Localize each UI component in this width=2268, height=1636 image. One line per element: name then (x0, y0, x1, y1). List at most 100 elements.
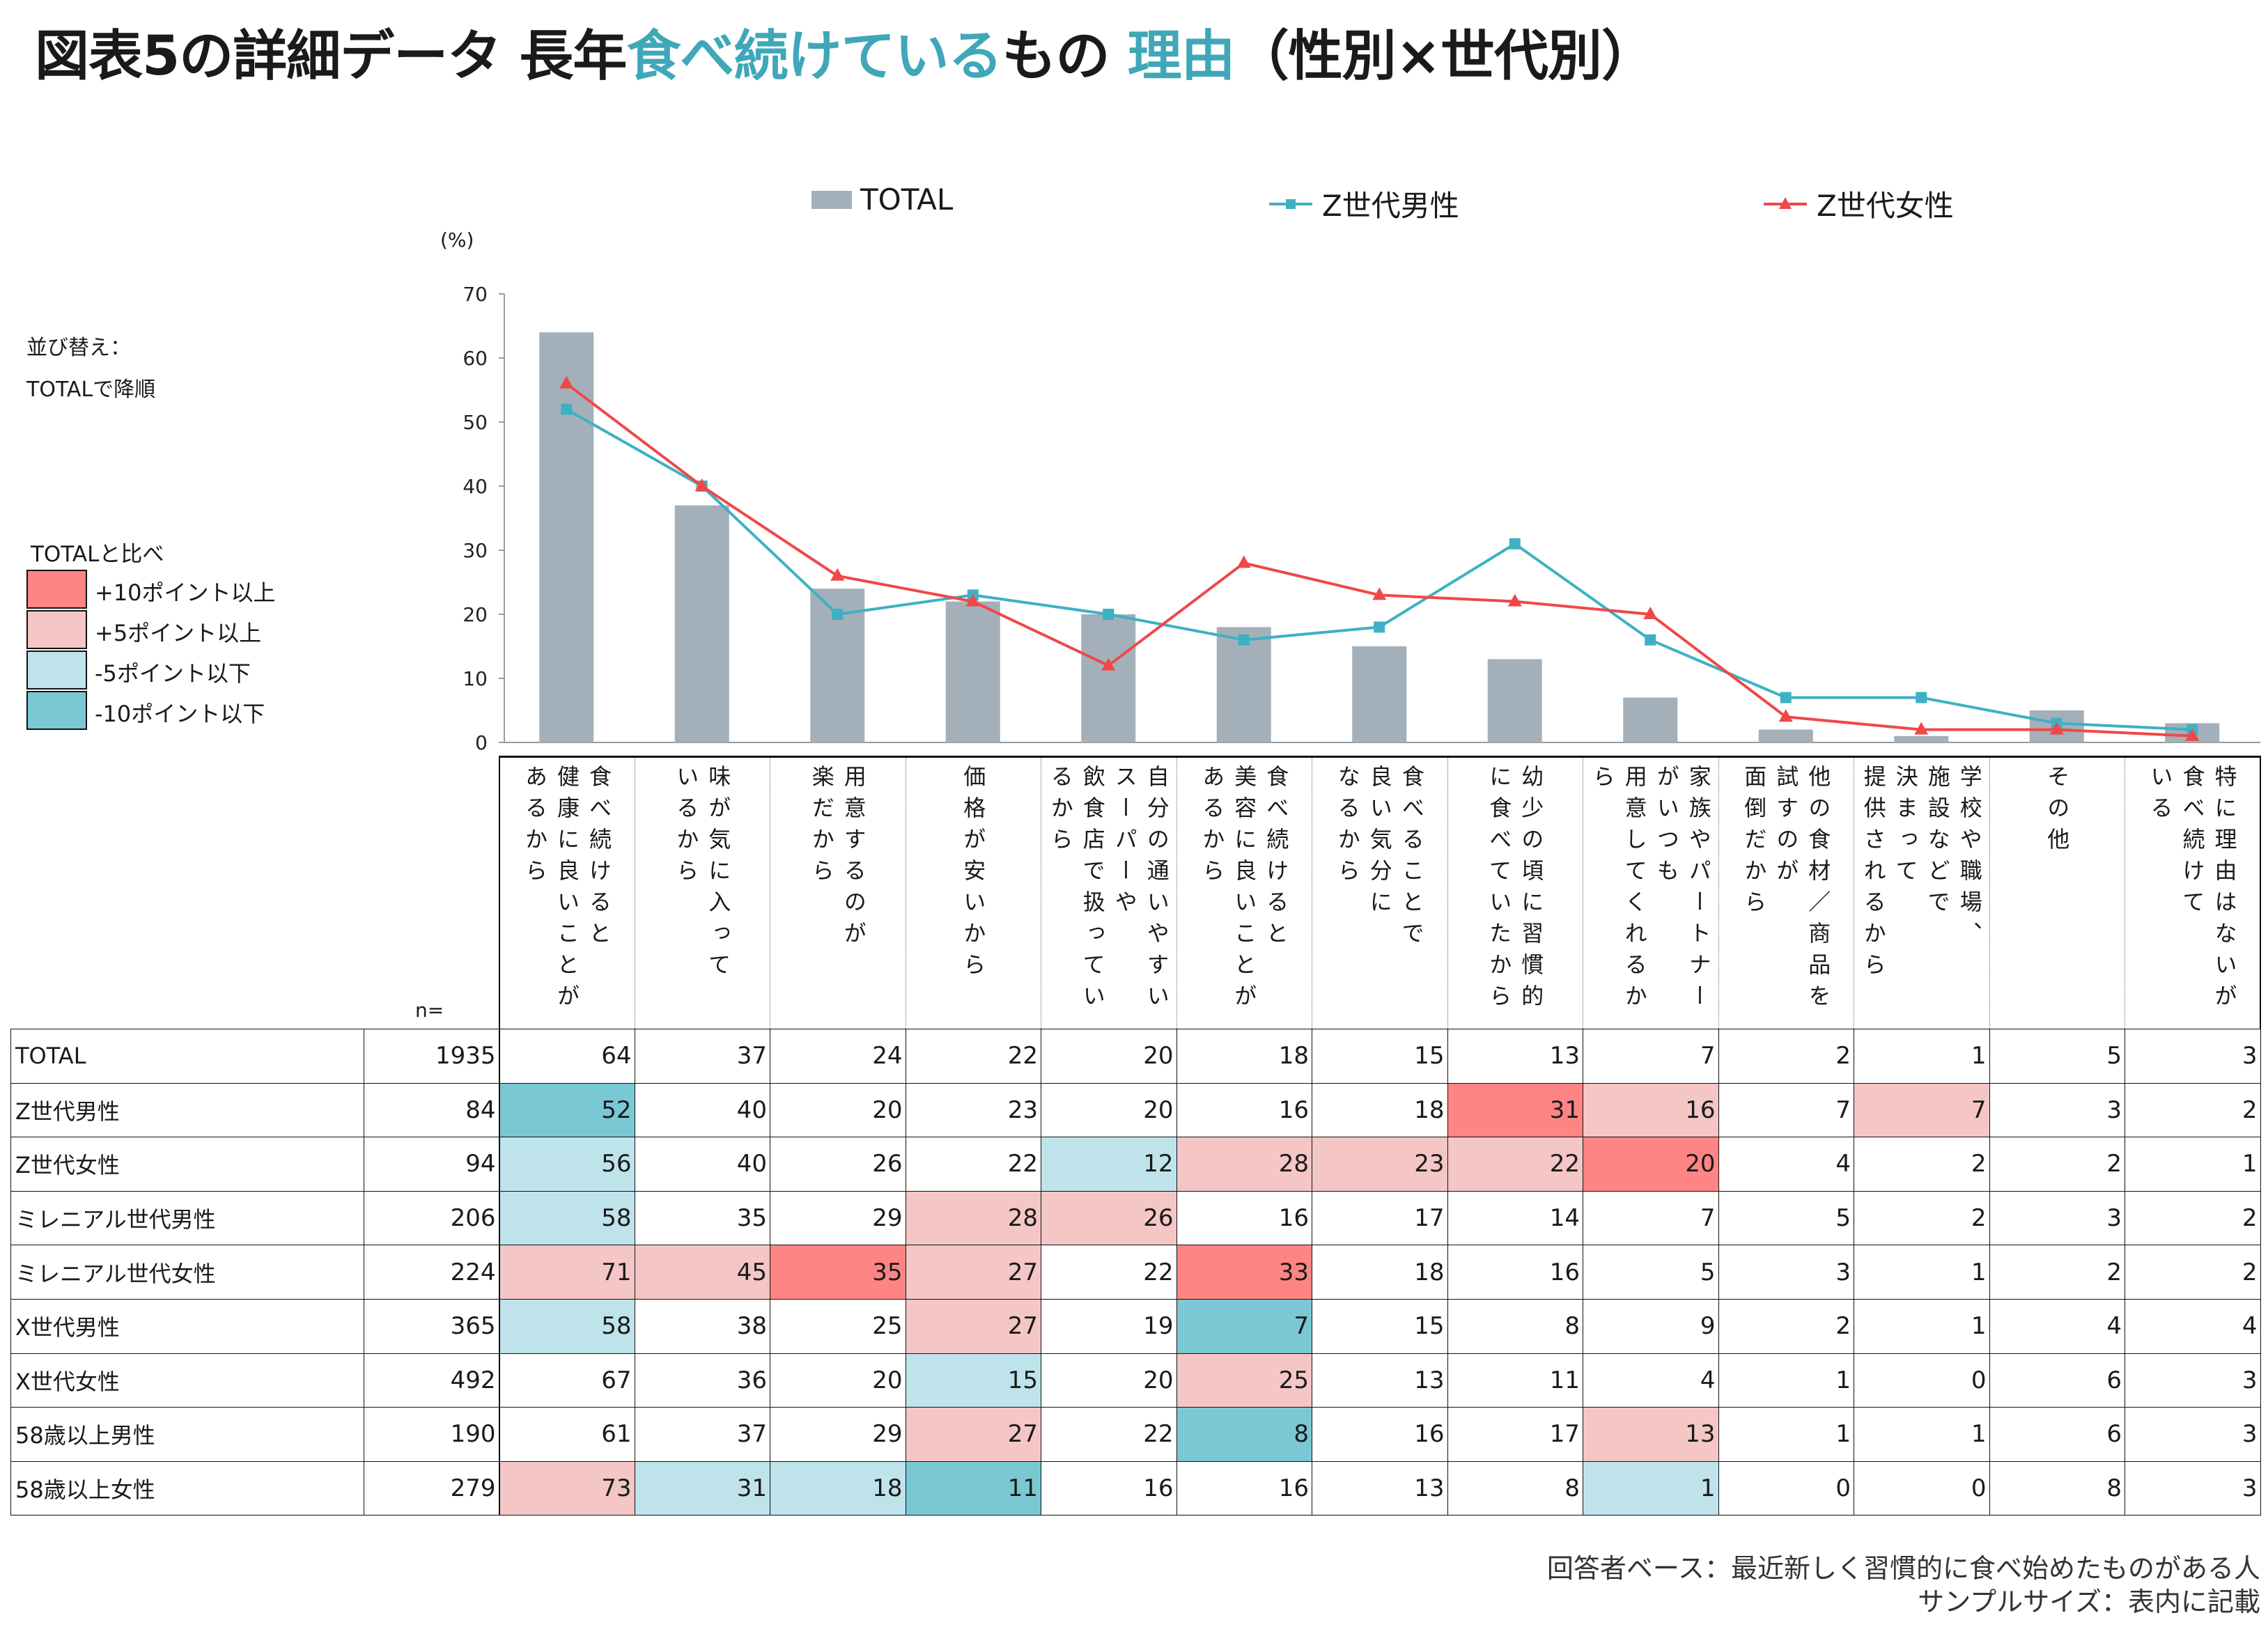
header-blank (11, 757, 364, 1029)
table-cell: 22 (1041, 1245, 1177, 1300)
table-cell: 3 (1718, 1245, 1854, 1300)
table-cell: 16 (1583, 1082, 1719, 1138)
table-cell: 16 (1176, 1460, 1312, 1516)
table-row: X世代男性 365 58 38 25 27 19 7 15 8 9 2 1 4 4 (10, 1298, 2261, 1354)
table-cell: 6 (1989, 1407, 2125, 1462)
table-cell: 13 (1447, 1029, 1583, 1084)
table-cell: 18 (1312, 1245, 1448, 1300)
title-highlight: 理由 (1127, 25, 1236, 88)
sort-note-line: 並び替え： (26, 336, 131, 360)
point-z-male (1916, 692, 1927, 703)
legend-total: TOTAL (811, 182, 953, 217)
legend-z-female: Z世代女性 (1762, 182, 1954, 225)
column-header-label: 学校や職場、 施設などで 決まって 提供されるから (1860, 765, 1983, 984)
table-cell: 8 (1447, 1460, 1583, 1516)
table-cell: 73 (499, 1460, 635, 1516)
column-header-label: 他の食材／商品を 試すのが 面倒だから (1741, 765, 1832, 1015)
table-cell: 0 (1718, 1460, 1854, 1516)
legend-swatch-label: +5ポイント以上 (95, 620, 262, 646)
column-header-label: 用意するのが 楽だから (808, 765, 867, 953)
table-cell: 31 (1447, 1082, 1583, 1138)
table-cell: 13 (1312, 1460, 1448, 1516)
line-square-marker-icon (1269, 198, 1312, 209)
sample-size: 492 (364, 1353, 500, 1408)
table-cell: 2 (1718, 1029, 1854, 1084)
bar-total (1487, 659, 1542, 742)
y-tick-label: 30 (463, 539, 488, 562)
legend-label: Z世代男性 (1322, 189, 1459, 223)
table-cell: 71 (499, 1245, 635, 1300)
bar-total (1758, 729, 1813, 742)
y-tick-label: 0 (475, 731, 488, 754)
table-cell: 26 (1041, 1190, 1177, 1246)
column-header-label: 価格が安いから (960, 765, 987, 984)
column-header: 自分の通いやすい スーパーや 飲食店で扱ってい るから (1041, 756, 1177, 1029)
table-cell: 11 (905, 1460, 1041, 1516)
table-cell: 4 (1583, 1353, 1719, 1408)
table-cell: 7 (1583, 1190, 1719, 1246)
title-text: もの (1002, 25, 1128, 88)
table-cell: 37 (634, 1407, 770, 1462)
point-z-female (1372, 587, 1387, 600)
point-z-male (1780, 692, 1792, 703)
point-z-female (1236, 555, 1251, 568)
table-cell: 18 (1312, 1082, 1448, 1138)
table-cell: 3 (2125, 1029, 2261, 1084)
table-cell: 8 (1447, 1298, 1583, 1354)
legend-label: Z世代女性 (1817, 189, 1954, 223)
column-header-label: 食べ続けると 健康に良いことが あるから (522, 765, 612, 1015)
table-cell: 25 (1176, 1353, 1312, 1408)
point-z-female (1507, 593, 1522, 607)
table-cell: 4 (1718, 1137, 1854, 1192)
column-header: 食べ続けると 美容に良いことが あるから (1176, 756, 1312, 1029)
point-z-female (1778, 709, 1793, 722)
table-cell: 5 (1989, 1029, 2125, 1084)
table-cell: 2 (1989, 1137, 2125, 1192)
table-cell: 3 (2125, 1407, 2261, 1462)
column-header-label: 食べることで 良い気分に なるから (1334, 765, 1425, 953)
table-cell: 7 (1583, 1029, 1719, 1084)
point-z-female (830, 568, 845, 581)
table-cell: 15 (905, 1353, 1041, 1408)
bar-total (1352, 646, 1407, 742)
table-cell: 29 (770, 1407, 906, 1462)
legend-swatch-label: +10ポイント以上 (95, 579, 276, 606)
point-z-female (694, 478, 709, 491)
table-cell: 20 (1041, 1353, 1177, 1408)
row-label: ミレニアル世代男性 (10, 1190, 364, 1246)
legend-swatch-t (26, 691, 87, 730)
table-cell: 64 (499, 1029, 635, 1084)
table-cell: 20 (1583, 1137, 1719, 1192)
point-z-female (2049, 722, 2064, 735)
column-header-label: 自分の通いやすい スーパーや 飲食店で扱ってい るから (1047, 765, 1170, 1015)
row-label: TOTAL (10, 1029, 364, 1084)
table-cell: 22 (1041, 1407, 1177, 1462)
table-cell: 1 (1583, 1460, 1719, 1516)
bar-total (674, 505, 729, 742)
point-z-male (1238, 634, 1250, 646)
table-cell: 27 (905, 1407, 1041, 1462)
table-cell: 12 (1041, 1137, 1177, 1192)
table-cell: 15 (1312, 1298, 1448, 1354)
sample-size: 279 (364, 1460, 500, 1516)
column-header: 用意するのが 楽だから (770, 756, 906, 1029)
table-cell: 1 (1854, 1245, 1990, 1300)
table-cell: 16 (1176, 1082, 1312, 1138)
table-cell: 3 (1989, 1190, 2125, 1246)
bar-total (1081, 614, 1136, 742)
table-cell: 4 (2125, 1298, 2261, 1354)
table-row: ミレニアル世代女性 224 71 45 35 27 22 33 18 16 5 3 1 2 2 (10, 1245, 2261, 1300)
table-cell: 27 (905, 1298, 1041, 1354)
row-label: X世代女性 (10, 1353, 364, 1408)
table-cell: 3 (2125, 1353, 2261, 1408)
highlight-legend-title: TOTALと比べ (31, 542, 164, 567)
point-z-male (832, 609, 844, 620)
row-label: 58歳以上女性 (10, 1460, 364, 1516)
bar-total (539, 332, 594, 742)
point-z-female (1101, 657, 1116, 671)
table-cell: 8 (1176, 1407, 1312, 1462)
table-cell: 20 (770, 1082, 906, 1138)
table-cell: 20 (1041, 1082, 1177, 1138)
table-cell: 17 (1312, 1190, 1448, 1246)
sample-size: 365 (364, 1298, 500, 1354)
